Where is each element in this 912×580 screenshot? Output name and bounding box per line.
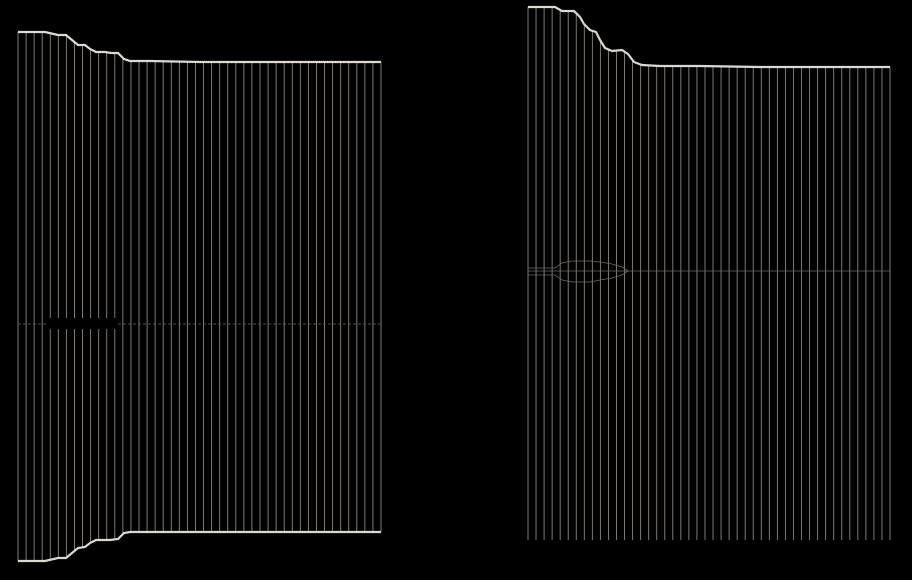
left-top-profile (18, 30, 381, 64)
left-bottom-profile (18, 530, 381, 563)
left-panel (17, 30, 382, 563)
right-panel (527, 5, 891, 540)
right-station-lines (527, 7, 891, 540)
right-axis-hub-outline (528, 260, 629, 283)
left-station-lines (17, 32, 382, 561)
left-axis-marker (48, 318, 118, 329)
right-top-profile (528, 5, 890, 69)
